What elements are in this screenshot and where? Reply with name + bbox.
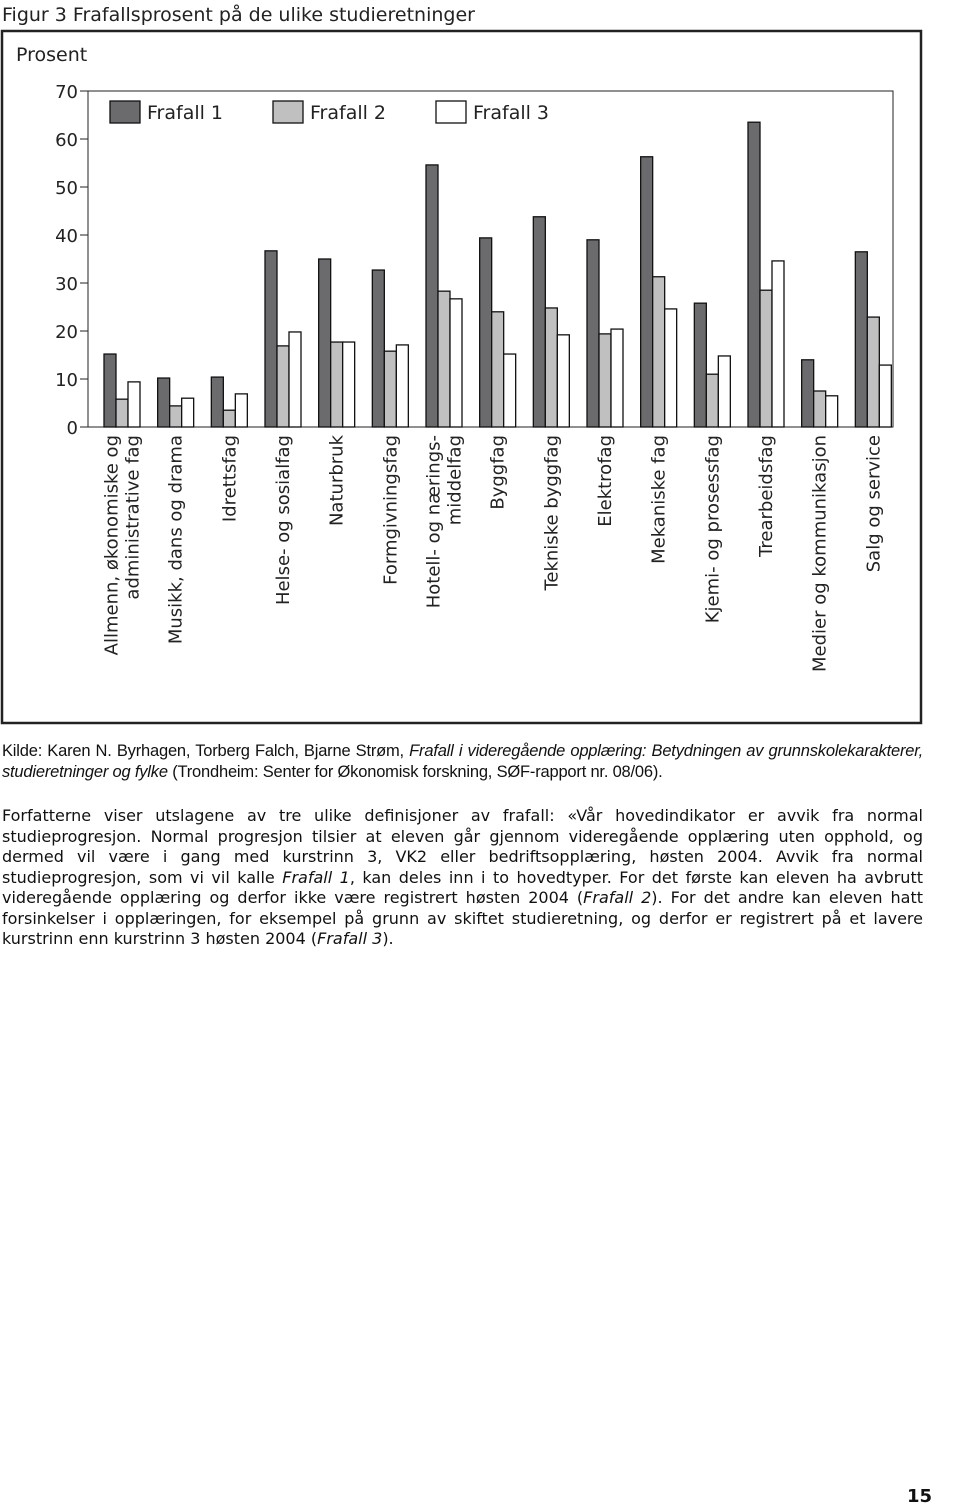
bar [342, 341, 356, 428]
bar [771, 260, 785, 428]
bar [801, 359, 815, 428]
bar [318, 258, 332, 428]
bar [437, 290, 451, 428]
x-tick-label: Tekniske byggfag [541, 435, 562, 592]
x-tick-label: Medier og kommunikasjon [810, 435, 831, 672]
x-tick-label: Byggfag [488, 435, 509, 510]
bar [169, 405, 183, 428]
bar [866, 316, 880, 428]
bar [664, 308, 678, 428]
bar [234, 393, 248, 428]
bar [556, 334, 570, 428]
bar [878, 364, 892, 428]
x-tick-label: Idrettsfag [219, 435, 240, 522]
legend-swatch [435, 100, 467, 124]
bar [503, 353, 517, 428]
bar [610, 328, 624, 428]
bar [854, 251, 868, 428]
bar [157, 377, 171, 428]
bar [825, 395, 839, 428]
italic-text: Frafall 3 [317, 929, 383, 948]
y-tick-label: 70 [55, 82, 78, 103]
figure-frame [0, 29, 923, 725]
bar [222, 409, 236, 428]
italic-text: Frafall i videregående opplæring: Betydn… [2, 742, 924, 781]
text-run: , kan deles inn i to hovedtyper. For det… [2, 867, 923, 908]
x-tick-label: Trearbeidsfag [756, 435, 777, 558]
bar [598, 333, 612, 428]
text-run: ). For det andre kan eleven hatt forsink… [2, 888, 924, 948]
italic-text: Frafall 2 [583, 888, 652, 907]
x-tick-label: Hotell- og nærings-middelfag [424, 435, 466, 608]
bar [491, 311, 505, 428]
bar [383, 350, 397, 428]
y-tick-label: 0 [67, 418, 78, 439]
bar [759, 289, 773, 428]
legend-swatch [272, 100, 304, 124]
y-tick-label: 60 [55, 130, 78, 151]
bar [479, 237, 493, 428]
bar [544, 307, 558, 428]
x-tick-label: Helse- og sosialfag [273, 435, 294, 605]
bar [181, 397, 195, 428]
legend-label: Frafall 3 [473, 102, 549, 124]
bar [330, 341, 344, 428]
x-tick-label: Salg og service [863, 435, 884, 572]
bar [127, 381, 141, 428]
text-run: Kilde: Karen N. Byrhagen, Torberg Falch,… [2, 742, 410, 760]
bar [532, 216, 546, 428]
x-tick-label: Formgivningsfag [380, 435, 401, 585]
bar [276, 345, 290, 428]
x-tick-label: Allmenn, økonomiske ogadministrative fag [102, 435, 144, 655]
bar [705, 373, 719, 428]
y-tick-label: 30 [55, 274, 78, 295]
text-run: ). [382, 929, 394, 948]
bar [288, 331, 302, 428]
text-run: (Trondheim: Senter for Økonomisk forskni… [167, 762, 663, 781]
bar [371, 269, 385, 428]
legend-label: Frafall 1 [147, 102, 223, 124]
legend-swatch [109, 100, 141, 124]
x-tick-label: Kjemi- og prosessfag [702, 435, 723, 623]
bar [652, 276, 666, 428]
figure: Figur 3 Frafallsprosent på de ulike stud… [0, 3, 923, 725]
y-axis-label: Prosent [16, 44, 87, 66]
bar [586, 239, 600, 428]
bar [264, 250, 278, 428]
bar [693, 302, 707, 428]
body-paragraph: Forfatterne viser utslagene av tre ulike… [2, 806, 923, 950]
text-run: Forfatterne viser utslagene av tre ulike… [2, 806, 923, 887]
bar [210, 376, 224, 428]
bar [103, 353, 117, 428]
source-note: Kilde: Karen N. Byrhagen, Torberg Falch,… [2, 741, 923, 782]
x-tick-label: Musikk, dans og drama [166, 435, 187, 644]
page-number: 15 [906, 1486, 932, 1507]
bar [425, 164, 439, 428]
bar [449, 298, 463, 428]
bar [115, 398, 129, 428]
italic-text: Frafall 1 [282, 867, 350, 887]
bar [717, 355, 731, 428]
x-tick-label: Mekaniske fag [649, 435, 670, 564]
y-tick-label: 40 [55, 226, 78, 247]
x-tick-label: Elektrofag [595, 435, 616, 527]
bar [747, 121, 761, 428]
y-tick-label: 50 [55, 178, 78, 199]
y-tick-label: 20 [55, 322, 78, 343]
bar [640, 156, 654, 428]
legend-label: Frafall 2 [310, 102, 386, 124]
figure-title: Figur 3 Frafallsprosent på de ulike stud… [2, 3, 475, 26]
y-tick-label: 10 [55, 370, 78, 391]
bar [395, 344, 409, 428]
x-tick-label: Naturbruk [327, 434, 348, 526]
bar [813, 390, 827, 428]
